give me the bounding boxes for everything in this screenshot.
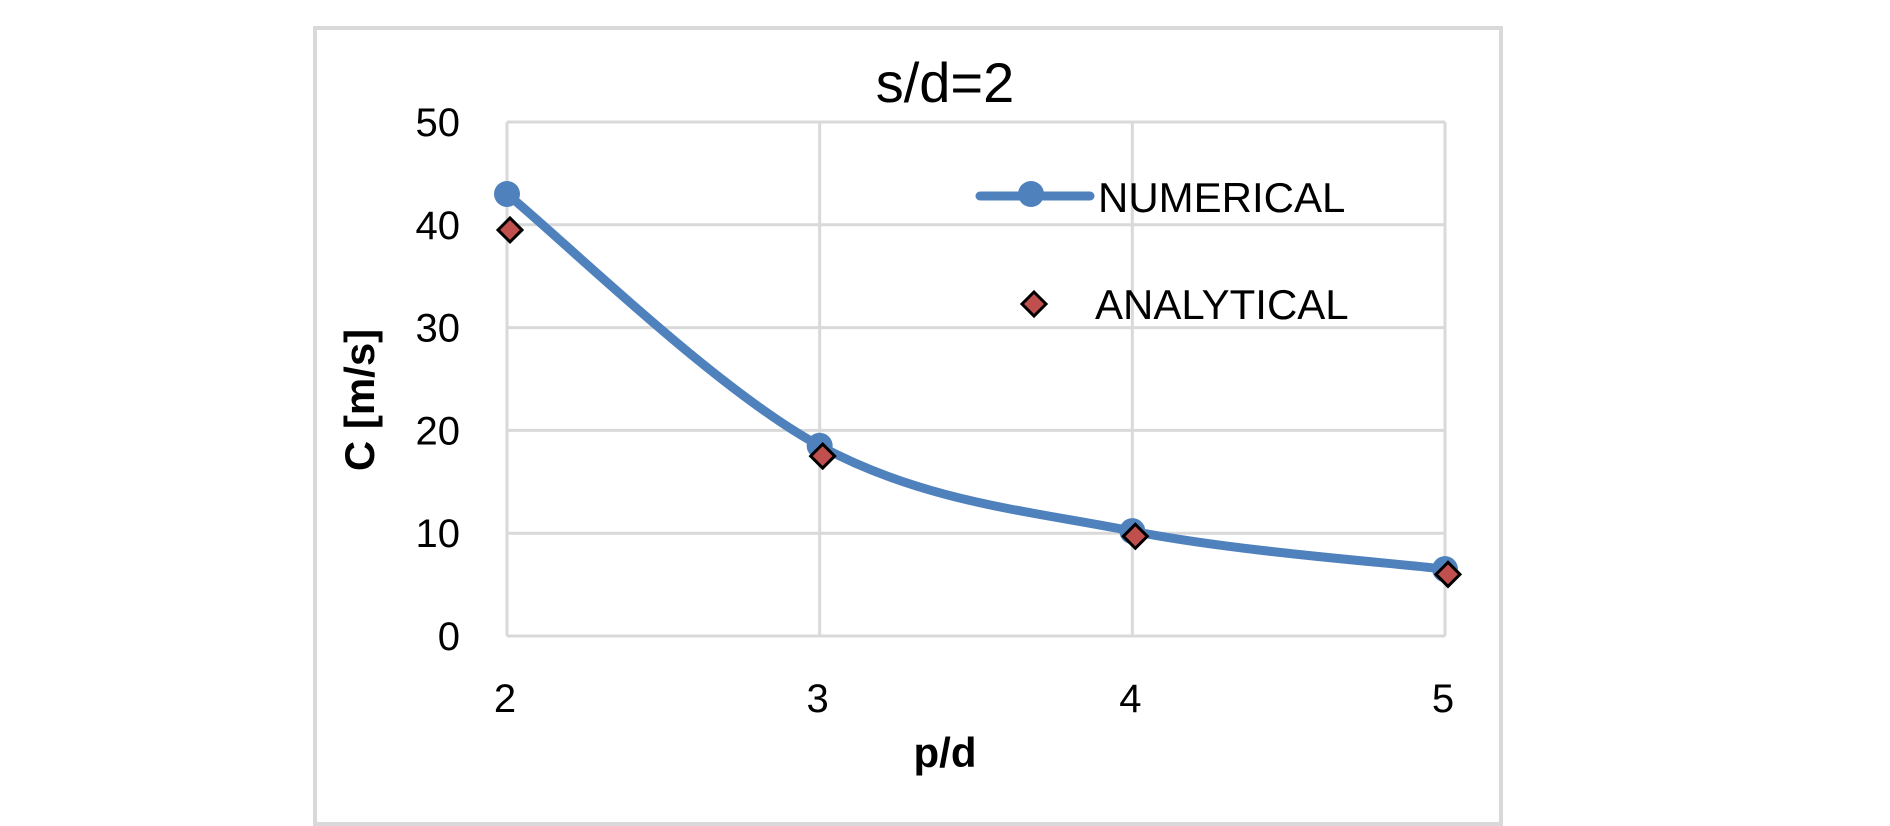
y-tick-label: 10 xyxy=(416,512,461,556)
x-axis-label: p/d xyxy=(914,729,977,776)
y-tick-label: 40 xyxy=(416,204,461,248)
legend: NUMERICAL ANALYTICAL xyxy=(975,174,1349,328)
legend-numerical-label: NUMERICAL xyxy=(1098,174,1345,221)
series-layer xyxy=(494,180,1463,589)
legend-analytical-marker xyxy=(1019,289,1049,319)
y-tick-label: 0 xyxy=(438,615,460,659)
x-tick-label: 3 xyxy=(807,677,829,721)
x-tick-label: 4 xyxy=(1119,677,1141,721)
gridlines xyxy=(505,120,1447,638)
legend-numerical-marker xyxy=(1018,181,1044,207)
series-analytical-point xyxy=(1433,560,1463,589)
chart-frame xyxy=(313,26,1503,826)
y-tick-label: 50 xyxy=(416,101,461,145)
legend-analytical-label: ANALYTICAL xyxy=(1095,281,1349,328)
series-analytical-point xyxy=(1121,522,1150,551)
series-analytical-point xyxy=(495,215,525,245)
y-axis-label: C [m/s] xyxy=(336,329,383,471)
legend-item-analytical: ANALYTICAL xyxy=(1019,281,1349,328)
y-tick-label: 30 xyxy=(416,307,461,351)
y-tick-label: 20 xyxy=(416,409,461,453)
legend-item-numerical: NUMERICAL xyxy=(975,174,1345,221)
series-numerical-point xyxy=(494,180,520,207)
x-axis-ticks: 2 3 4 5 xyxy=(494,677,1454,721)
series-analytical-point xyxy=(808,441,837,471)
series-numerical-line xyxy=(502,189,1450,574)
x-tick-label: 2 xyxy=(494,677,516,721)
chart-svg: s/d=2 0 10 20 30 40 50 2 3 4 5 p/d C [m/s] NUMER… xyxy=(336,51,1463,776)
chart-title: s/d=2 xyxy=(876,51,1015,114)
x-tick-label: 5 xyxy=(1432,677,1454,721)
y-axis-ticks: 0 10 20 30 40 50 xyxy=(416,101,461,659)
